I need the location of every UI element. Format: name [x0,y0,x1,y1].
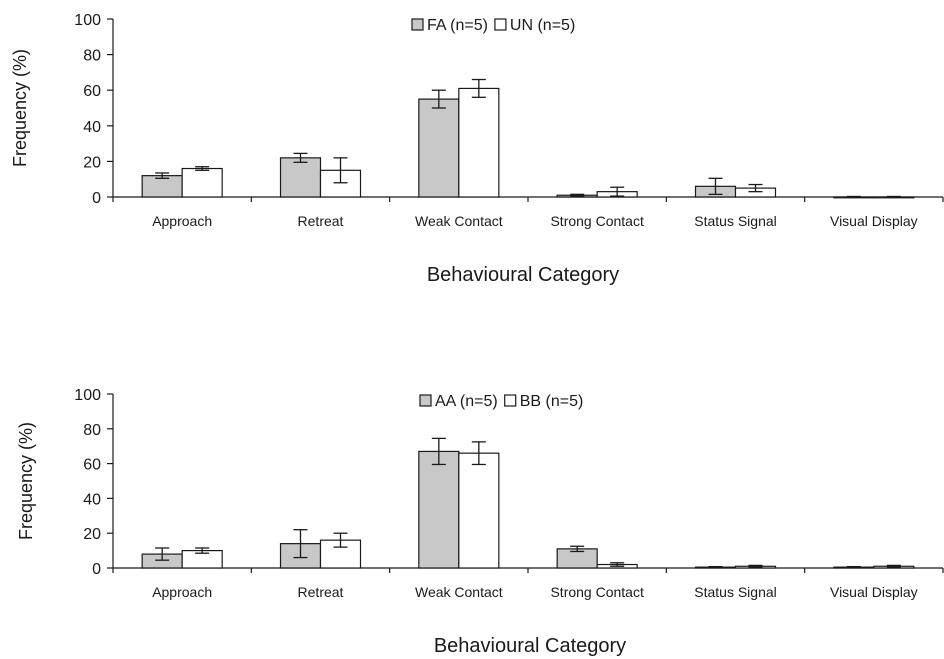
category-label: Status Signal [694,584,777,600]
category-label: Strong Contact [550,584,643,600]
chart-2: 0 20 40 60 80 100 Approach Retreat Weak Contact S… [16,387,944,657]
y-tick-label: 100 [74,12,101,29]
y-axis-title: Frequency (%) [16,422,36,540]
legend: FA (n=5) UN (n=5) [411,17,575,34]
y-tick-label: 80 [83,422,101,439]
category-label: Approach [152,213,212,229]
x-axis-title: Behavioural Category [434,635,626,657]
legend: AA (n=5) BB (n=5) [419,393,584,410]
category-label: Approach [152,584,212,600]
y-tick-label: 40 [83,119,101,136]
legend-label: UN (n=5) [510,17,575,34]
category-label: Strong Contact [550,213,643,229]
category-label: Visual Display [830,584,918,600]
bar-open [458,87,500,198]
y-tick-label: 40 [83,491,101,508]
y-tick-label: 20 [83,154,101,171]
category-label: Weak Contact [415,213,503,229]
legend-swatch [494,18,507,31]
y-tick-label: 60 [83,83,101,100]
y-tick-label: 20 [83,526,101,543]
legend-label: AA (n=5) [435,393,498,410]
chart-1: 0 20 40 60 80 100 Approach Retreat Weak Contact S… [10,12,944,286]
y-tick-label: 80 [83,48,101,65]
category-label: Retreat [298,584,344,600]
y-tick-label: 100 [74,387,101,404]
bar-open [181,167,223,198]
bar-filled [418,98,460,198]
legend-swatch [411,18,424,31]
y-tick-label: 0 [92,561,101,578]
y-tick-label: 0 [92,190,101,207]
y-tick-label: 60 [83,457,101,474]
category-label: Weak Contact [415,584,503,600]
x-axis-title: Behavioural Category [427,264,619,286]
bar-open [458,452,500,569]
legend-swatch [504,394,517,407]
legend-label: FA (n=5) [427,17,488,34]
category-label: Retreat [298,213,344,229]
legend-label: BB (n=5) [520,393,584,410]
y-axis-title: Frequency (%) [10,49,30,167]
bar-filled [418,450,460,569]
category-label: Visual Display [830,213,918,229]
legend-swatch [419,394,432,407]
category-label: Status Signal [694,213,777,229]
bar-filled [279,157,322,198]
